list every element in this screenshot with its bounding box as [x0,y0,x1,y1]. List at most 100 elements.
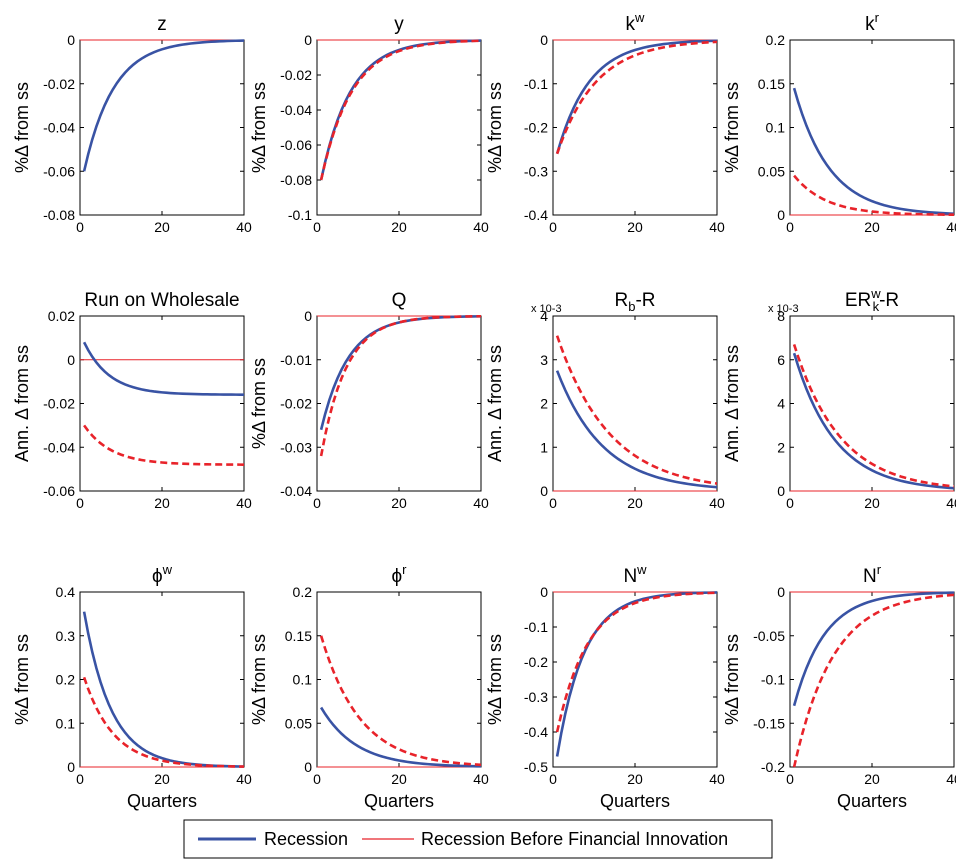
y-axis-label: %Δ from ss [485,634,505,725]
x-tick-label: 20 [391,495,407,511]
series-before-line [792,593,954,768]
y-tick-label: -0.2 [524,654,548,670]
y-tick-label: -0.4 [524,724,548,740]
y-axis-label: Ann. Δ from ss [12,345,32,462]
title-sub: k [873,299,880,314]
y-tick-label: 4 [777,396,785,412]
title-base: Q [392,290,407,311]
y-axis-label: %Δ from ss [249,358,269,449]
x-tick-label: 20 [627,495,643,511]
title-sup: r [877,562,882,577]
panel-title: kr [865,10,880,35]
x-tick-label: 40 [709,771,725,787]
y-tick-label: -0.03 [280,439,312,455]
axes-box [789,591,955,768]
title-sup: w [634,10,645,25]
axes-box [552,591,718,768]
y-tick-label: -0.05 [753,628,785,644]
plot-area [80,341,244,466]
x-tick-label: 20 [627,771,643,787]
title-sup: w [162,562,173,577]
series-recession-line [319,706,481,768]
x-tick-label: 40 [236,495,252,511]
panel-title: Nr [863,562,882,587]
y-tick-label: 0 [777,584,785,600]
x-tick-label: 40 [946,219,956,235]
y-tick-label: -0.04 [280,102,312,118]
plot-area [790,87,954,217]
panel-title: Q [392,290,407,311]
y-tick-label: 0 [540,483,548,499]
x-axis-label: Quarters [600,791,670,811]
y-tick-label: 0 [304,759,312,775]
y-tick-label: -0.02 [280,396,312,412]
y-axis-label: Ann. Δ from ss [722,345,742,462]
y-tick-label: 2 [777,439,785,455]
title-base: ϕ [392,566,403,587]
title-base: z [157,14,167,35]
y-tick-label: 0 [67,759,75,775]
y-tick-label: -0.04 [43,439,75,455]
series-recession-line [555,39,717,155]
plot-area [317,314,481,457]
y-tick-label: -0.06 [280,137,312,153]
title-base: N [623,566,637,587]
x-tick-label: 40 [236,219,252,235]
y-tick-label: 0 [67,352,75,368]
panel-4: 0 0.05 0.1 0.15 0.2 0 20 40 kr %Δ from ss [722,10,956,235]
y-tick-label: -0.06 [43,163,75,179]
y-axis-label: %Δ from ss [249,634,269,725]
x-tick-label: 0 [76,495,84,511]
legend-box [183,819,773,859]
y-axis-label: Ann. Δ from ss [485,345,505,462]
y-tick-label: 2 [540,396,548,412]
panel-10: 0 0.05 0.1 0.15 0.2 0 20 40 ϕr %Δ from ss Quarters [249,562,489,811]
y-tick-label: -0.3 [524,689,548,705]
title-sup: r [875,10,880,25]
y-tick-label: -0.5 [524,759,548,775]
plot-area [553,591,717,757]
x-tick-label: 40 [946,771,956,787]
title-sup: w [870,286,881,301]
y-tick-label: 0.2 [766,32,786,48]
panel-title: ϕr [392,562,408,587]
panel-title: y [394,14,404,35]
plot-area [553,335,717,492]
series-before-line [793,174,954,217]
axes-box [79,39,245,216]
axes-box [316,591,482,768]
y-tick-label: 0 [67,32,75,48]
panel-title: z [157,14,167,35]
series-recession-line [82,341,244,396]
title-sup: r [402,562,407,577]
y-tick-label: 0.2 [293,584,313,600]
y-tick-label: 0 [304,32,312,48]
y-tick-label: 8 [777,308,785,324]
x-tick-label: 40 [473,219,489,235]
x-tick-label: 20 [154,219,170,235]
y-tick-label: -0.02 [43,76,75,92]
series-before-line [319,314,481,457]
y-tick-label: -0.4 [524,207,548,223]
series-recession-line [82,39,244,172]
y-tick-label: -0.15 [753,715,785,731]
y-tick-label: 0.15 [758,76,785,92]
title-tail: -R [635,290,655,311]
panel-5: -0.06 -0.04 -0.02 0 0.02 0 20 40 Run on Wholesal… [12,290,252,511]
y-tick-label: -0.02 [43,396,75,412]
title-base: N [863,566,877,587]
y-axis-label: %Δ from ss [12,82,32,173]
panel-1: -0.08 -0.06 -0.04 -0.02 0 0 20 40 z %Δ from ss [12,14,252,235]
y-tick-label: 0.05 [758,163,785,179]
plot-area [80,39,244,172]
panel-title: kw [626,10,646,35]
legend: Recession Recession Before Financial Inn… [183,819,773,859]
series-before-line [82,676,244,768]
panel-11: -0.5 -0.4 -0.3 -0.2 -0.1 0 0 20 40 Nw %Δ from ss Qu… [485,562,725,811]
y-tick-label: -0.1 [524,76,548,92]
y-tick-label: 0.15 [285,628,312,644]
panel-2: -0.1 -0.08 -0.06 -0.04 -0.02 0 0 20 40 y %Δ from s… [249,14,489,235]
